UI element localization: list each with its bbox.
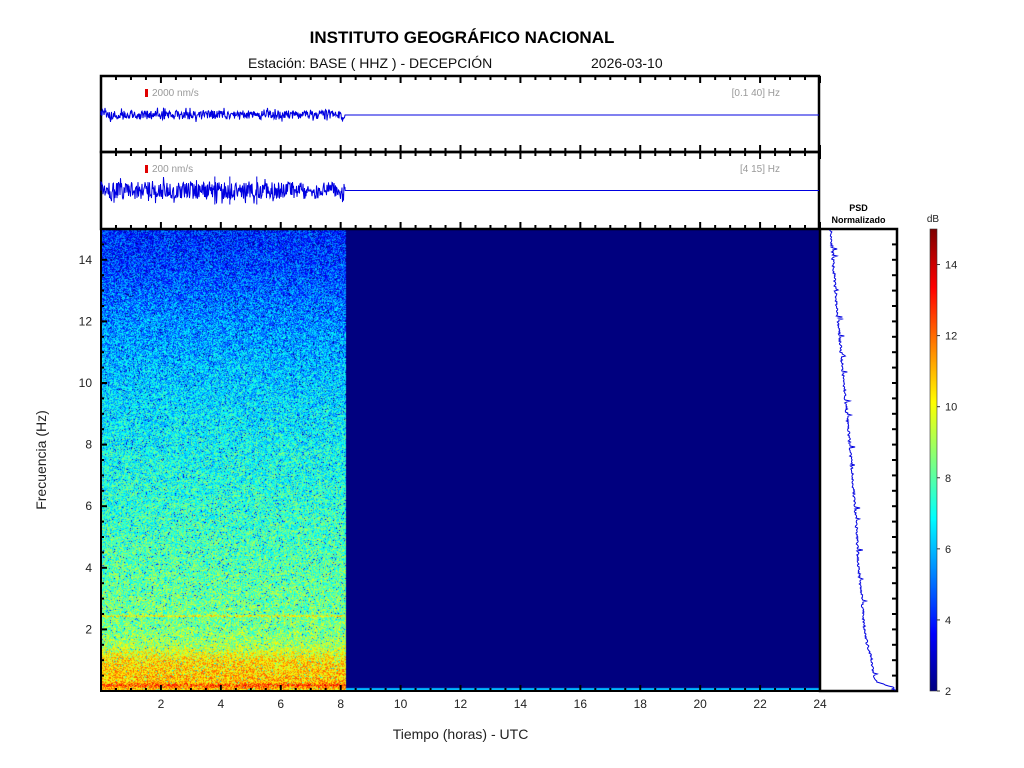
x-tick-label: 18: [634, 697, 648, 711]
seismic-trace: [100, 176, 819, 204]
psd-subtitle: Normalizado: [831, 215, 886, 225]
colorbar-tick-label: 10: [945, 402, 957, 414]
x-tick-label: 2: [158, 697, 165, 711]
x-tick-label: 8: [337, 697, 344, 711]
trace-band-label: [4 15] Hz: [740, 164, 780, 175]
y-tick-label: 14: [79, 253, 93, 267]
scale-marker: [145, 89, 148, 97]
y-tick-label: 10: [79, 376, 93, 390]
colorbar-tick-label: 14: [945, 260, 957, 272]
x-tick-label: 22: [753, 697, 767, 711]
y-tick-label: 4: [85, 561, 92, 575]
x-tick-label: 4: [217, 697, 224, 711]
colorbar-tick-label: 6: [945, 544, 951, 556]
x-tick-label: 10: [394, 697, 408, 711]
psd-curve: [829, 229, 896, 691]
chart-title: INSTITUTO GEOGRÁFICO NACIONAL: [309, 28, 615, 47]
psd-frame: [818, 227, 899, 693]
colorbar-tick-label: 8: [945, 473, 951, 485]
seismic-trace: [100, 107, 819, 122]
colorbar-frame: [929, 228, 938, 692]
trace-band-label: [0.1 40] Hz: [732, 88, 780, 99]
y-tick-label: 8: [85, 438, 92, 452]
y-tick-label: 12: [79, 314, 93, 328]
x-tick-label: 24: [813, 697, 827, 711]
colorbar-tick-label: 4: [945, 615, 951, 627]
trace-scale-label: 200 nm/s: [152, 164, 193, 175]
y-tick-label: 2: [85, 622, 92, 636]
station-label: Estación: BASE ( HHZ ) - DECEPCIÓN: [248, 55, 493, 71]
spectrogram-frame: [100, 228, 821, 692]
colorbar-tick-label: 2: [945, 686, 951, 698]
y-tick-label: 6: [85, 499, 92, 513]
x-tick-label: 6: [277, 697, 284, 711]
colorbar-label: dB: [927, 214, 940, 225]
trace-panel-frame: [99, 74, 821, 154]
psd-title: PSD: [849, 203, 868, 213]
colorbar-gradient: [930, 229, 937, 691]
x-tick-label: 16: [574, 697, 588, 711]
y-axis-label: Frecuencia (Hz): [33, 410, 49, 510]
spectrogram-heatmap: [101, 229, 820, 691]
scale-marker: [145, 165, 148, 173]
x-axis-label: Tiempo (horas) - UTC: [393, 726, 529, 742]
x-tick-label: 20: [693, 697, 707, 711]
x-tick-label: 12: [454, 697, 468, 711]
x-tick-label: 14: [514, 697, 528, 711]
date-label: 2026-03-10: [591, 55, 663, 71]
colorbar-tick-label: 12: [945, 331, 957, 343]
trace-scale-label: 2000 nm/s: [152, 88, 199, 99]
